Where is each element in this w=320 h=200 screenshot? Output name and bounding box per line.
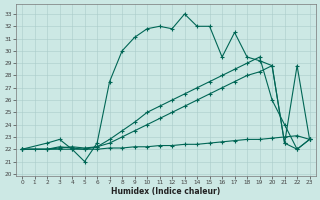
- X-axis label: Humidex (Indice chaleur): Humidex (Indice chaleur): [111, 187, 220, 196]
